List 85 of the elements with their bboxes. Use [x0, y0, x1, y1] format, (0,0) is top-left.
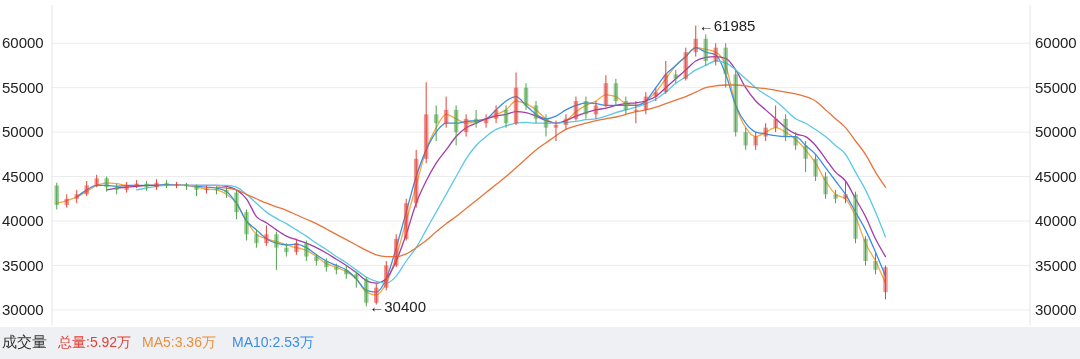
y2-tick-label: 40000 — [1035, 212, 1077, 230]
candlestick — [723, 42, 728, 89]
candlestick — [843, 180, 848, 204]
candlestick — [873, 251, 878, 275]
candlestick — [543, 113, 549, 138]
candlestick — [633, 100, 639, 124]
candlestick — [533, 100, 539, 124]
y2-tick-label: 35000 — [1035, 256, 1077, 274]
candlestick — [214, 185, 219, 195]
candlestick — [54, 182, 59, 210]
candlestick — [244, 208, 249, 242]
text: 总量:5.92万 — [57, 333, 132, 350]
y-tick-label: 50000 — [2, 123, 44, 141]
candlestick — [863, 235, 868, 266]
candlestick — [853, 191, 858, 244]
candlestick — [553, 120, 559, 142]
candlestick — [743, 127, 748, 151]
candlestick — [683, 47, 689, 82]
y2-tick-label: 50000 — [1035, 123, 1077, 141]
y-tick-label: 30000 — [2, 301, 44, 319]
line-series — [215, 84, 887, 258]
candlestick — [813, 153, 818, 182]
candlestick — [264, 224, 269, 247]
candlestick — [74, 189, 79, 204]
candlestick — [653, 87, 659, 102]
candlestick — [274, 231, 279, 271]
y2-tick-label: 45000 — [1035, 167, 1077, 185]
candlestick — [493, 104, 499, 124]
candlestick — [763, 122, 768, 142]
text: MA5:3.36万 — [142, 333, 216, 350]
y-tick-label: 45000 — [2, 167, 44, 185]
candlestick — [673, 69, 679, 84]
candlestick — [124, 181, 129, 194]
candlestick — [573, 96, 579, 122]
candlestick — [94, 174, 99, 188]
candlestick — [314, 253, 319, 266]
candlestick — [204, 184, 209, 194]
y-tick-label: 55000 — [2, 78, 44, 96]
candlestick — [433, 104, 439, 142]
candlestick — [793, 131, 798, 151]
candlestick — [364, 276, 369, 307]
candlestick — [753, 131, 758, 151]
candlestick — [423, 81, 429, 164]
candlestick — [833, 189, 838, 204]
annotation: ←61985 — [698, 16, 756, 34]
candlestick — [883, 264, 888, 300]
candlestick — [144, 180, 149, 192]
y2-tick-label: 30000 — [1035, 301, 1077, 319]
candlestick — [154, 178, 159, 191]
text: 成交量 — [2, 333, 47, 351]
candlestick — [733, 69, 738, 138]
y2-tick-label: 60000 — [1035, 34, 1077, 52]
y-tick-label: 40000 — [2, 212, 44, 230]
y-tick-label: 35000 — [2, 256, 44, 274]
candlestick — [803, 140, 808, 173]
candlestick — [294, 238, 299, 256]
candlestick — [623, 96, 629, 115]
y2-tick-label: 55000 — [1035, 78, 1077, 96]
annotation: ←30400 — [369, 297, 426, 315]
candlestick — [713, 42, 718, 66]
candlestick — [613, 78, 619, 106]
candlestick — [174, 181, 179, 189]
candlestick — [334, 263, 339, 275]
candlestick — [84, 180, 89, 197]
candlestick — [254, 229, 259, 249]
candlestick — [823, 171, 828, 200]
candlestick — [304, 240, 309, 262]
candlestick — [64, 193, 69, 209]
candlestick — [234, 190, 239, 220]
candlestick — [104, 176, 109, 193]
y-tick-label: 60000 — [2, 34, 44, 52]
candlestick — [783, 113, 788, 142]
candlestick — [773, 104, 778, 133]
candlestick — [344, 264, 349, 280]
candlestick — [284, 242, 289, 258]
candlestick — [593, 100, 599, 120]
candlestick — [224, 186, 229, 199]
candlestick — [324, 257, 329, 273]
text: MA10:2.53万 — [232, 333, 314, 350]
candlestick — [383, 260, 389, 291]
candlestick — [663, 60, 669, 95]
candlestick — [114, 183, 119, 195]
candlestick — [403, 198, 409, 242]
candlestick — [354, 271, 359, 289]
candlestick — [194, 184, 199, 197]
